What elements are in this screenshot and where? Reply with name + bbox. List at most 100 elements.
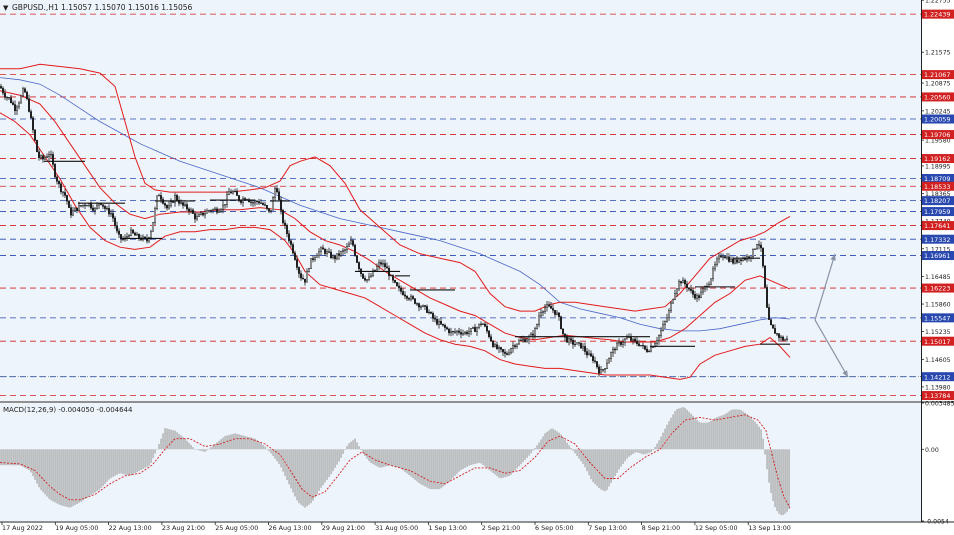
macd-axis: 0.003485 0.00 -0.0054 [921, 401, 954, 526]
candle [14, 100, 16, 116]
macd-bar [338, 449, 340, 462]
candle [664, 320, 666, 330]
candle [512, 341, 514, 353]
candle [784, 338, 786, 341]
candle [730, 256, 732, 263]
candle-body [670, 302, 672, 312]
candle-body [218, 210, 220, 213]
macd-bar [60, 449, 62, 506]
candle [602, 368, 604, 373]
candle-body [626, 337, 628, 340]
candle [724, 255, 726, 259]
candle-body [138, 233, 140, 239]
candle [436, 316, 438, 326]
candle [184, 201, 186, 207]
macd-bar [470, 449, 472, 465]
candle-body [762, 247, 764, 267]
candle [300, 270, 302, 281]
macd-bar [620, 449, 622, 467]
macd-bar [228, 434, 230, 450]
candle-body [272, 197, 274, 211]
macd-bar [638, 449, 640, 453]
candle-body [350, 240, 352, 245]
candle-body [476, 327, 478, 332]
candle [492, 340, 494, 348]
candle [274, 186, 276, 200]
candle [276, 185, 278, 194]
time-tick-label: 31 Aug 05:00 [375, 524, 418, 532]
drawn-segments [44, 160, 790, 347]
macd-bar [342, 449, 344, 454]
macd-bar [344, 449, 346, 450]
candle [182, 201, 184, 209]
macd-bar [62, 449, 64, 506]
macd-bar [150, 449, 152, 463]
macd-bar [426, 449, 428, 488]
candle-body [86, 205, 88, 207]
candle [776, 332, 778, 336]
macd-bar [116, 449, 118, 475]
macd-bar [460, 449, 462, 471]
candle-body [58, 181, 60, 185]
candle-body [450, 331, 452, 334]
macd-bar [512, 449, 514, 473]
candle-body [586, 351, 588, 356]
candle-body [344, 249, 346, 251]
candle-body [90, 203, 92, 209]
candle [46, 153, 48, 159]
candle [304, 278, 306, 286]
candle-body [776, 333, 778, 335]
candle-body [306, 271, 308, 283]
candle-body [542, 311, 544, 313]
candle-body [764, 265, 766, 288]
candle-body [174, 195, 176, 203]
candle-body [754, 248, 756, 250]
macd-bar [510, 449, 512, 475]
candle-body [42, 155, 44, 160]
macd-tick-label: -0.0054 [925, 519, 949, 526]
level-label: 1.18207 [924, 197, 950, 205]
candle [770, 318, 772, 326]
level-label-box [922, 181, 954, 191]
level-label: 1.17332 [924, 236, 950, 244]
candle-body [774, 328, 776, 334]
candle-body [714, 264, 716, 270]
level-lines [0, 13, 921, 396]
candle-body [552, 308, 554, 311]
candle-body [478, 323, 480, 329]
candle-body [622, 342, 624, 345]
candle-body [538, 315, 540, 325]
macd-bar [300, 449, 302, 505]
candle-body [664, 321, 666, 326]
time-tick-label: 29 Aug 21:00 [322, 524, 365, 532]
time-tick-label: 13 Sep 13:00 [748, 524, 791, 532]
macd-bar [714, 418, 716, 450]
candle [452, 330, 454, 336]
macd-bar [564, 439, 566, 450]
macd-bar [86, 449, 88, 498]
candle-body [236, 190, 238, 196]
candle-body [326, 251, 328, 254]
candle-body [562, 328, 564, 335]
candle [662, 320, 664, 332]
macd-bar [740, 410, 742, 450]
candle-body [164, 203, 166, 206]
candle [28, 94, 30, 113]
candle-body [20, 95, 22, 104]
candle-body [102, 204, 104, 207]
price-tick-label: 1.21575 [925, 50, 951, 57]
price-tick-label: 1.19580 [925, 138, 951, 145]
candle [44, 155, 46, 161]
macd-bar [634, 449, 636, 453]
macd-bar [734, 409, 736, 450]
candle-body [782, 336, 784, 341]
candle [358, 261, 360, 271]
candle-body [674, 293, 676, 300]
candle [2, 86, 4, 96]
macd-bar [554, 430, 556, 450]
time-tick-label: 12 Sep 05:00 [695, 524, 738, 532]
price-tick-label: 1.16485 [925, 274, 951, 281]
candle [516, 343, 518, 349]
candle [778, 332, 780, 342]
